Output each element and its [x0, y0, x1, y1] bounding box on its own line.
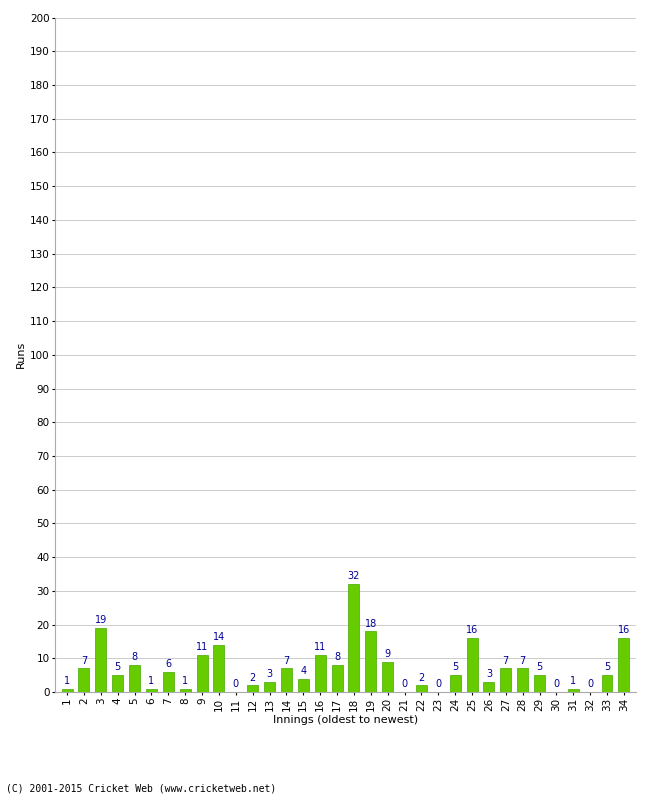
Bar — [484, 682, 495, 692]
Bar — [348, 584, 359, 692]
Bar — [112, 675, 123, 692]
Bar — [315, 655, 326, 692]
Text: 4: 4 — [300, 666, 306, 676]
Text: 6: 6 — [165, 659, 172, 669]
Bar — [601, 675, 612, 692]
Bar — [568, 689, 578, 692]
Bar — [450, 675, 461, 692]
Text: 7: 7 — [519, 656, 526, 666]
Text: (C) 2001-2015 Cricket Web (www.cricketweb.net): (C) 2001-2015 Cricket Web (www.cricketwe… — [6, 784, 277, 794]
Text: 18: 18 — [365, 618, 377, 629]
Text: 7: 7 — [81, 656, 87, 666]
Text: 5: 5 — [536, 662, 543, 673]
Bar — [298, 678, 309, 692]
Bar — [129, 665, 140, 692]
Text: 1: 1 — [570, 676, 577, 686]
Bar — [332, 665, 343, 692]
Text: 11: 11 — [314, 642, 326, 652]
Bar — [264, 682, 275, 692]
Text: 5: 5 — [452, 662, 458, 673]
Y-axis label: Runs: Runs — [16, 341, 26, 369]
Text: 0: 0 — [233, 679, 239, 690]
Text: 5: 5 — [114, 662, 121, 673]
Text: 7: 7 — [502, 656, 509, 666]
Bar — [365, 631, 376, 692]
Text: 16: 16 — [618, 626, 630, 635]
Bar — [500, 668, 512, 692]
Text: 1: 1 — [182, 676, 188, 686]
Text: 1: 1 — [148, 676, 155, 686]
Bar — [146, 689, 157, 692]
Text: 7: 7 — [283, 656, 289, 666]
Text: 3: 3 — [486, 669, 492, 679]
Bar — [162, 672, 174, 692]
Bar — [467, 638, 478, 692]
Bar — [179, 689, 190, 692]
Text: 0: 0 — [553, 679, 560, 690]
Text: 5: 5 — [604, 662, 610, 673]
Text: 2: 2 — [419, 673, 424, 682]
Text: 32: 32 — [348, 571, 360, 582]
Bar — [618, 638, 629, 692]
Text: 9: 9 — [385, 649, 391, 659]
Bar — [96, 628, 107, 692]
Bar — [196, 655, 207, 692]
Text: 16: 16 — [466, 626, 478, 635]
Bar — [281, 668, 292, 692]
Text: 2: 2 — [250, 673, 256, 682]
Text: 3: 3 — [266, 669, 272, 679]
Bar — [213, 645, 224, 692]
Bar — [79, 668, 90, 692]
X-axis label: Innings (oldest to newest): Innings (oldest to newest) — [273, 715, 418, 725]
Text: 0: 0 — [402, 679, 408, 690]
Bar — [416, 686, 427, 692]
Text: 8: 8 — [131, 652, 138, 662]
Bar — [247, 686, 258, 692]
Bar — [382, 662, 393, 692]
Bar — [517, 668, 528, 692]
Bar — [534, 675, 545, 692]
Text: 11: 11 — [196, 642, 208, 652]
Text: 1: 1 — [64, 676, 70, 686]
Text: 14: 14 — [213, 632, 225, 642]
Text: 0: 0 — [587, 679, 593, 690]
Bar — [62, 689, 73, 692]
Text: 8: 8 — [334, 652, 340, 662]
Text: 19: 19 — [95, 615, 107, 626]
Text: 0: 0 — [436, 679, 441, 690]
